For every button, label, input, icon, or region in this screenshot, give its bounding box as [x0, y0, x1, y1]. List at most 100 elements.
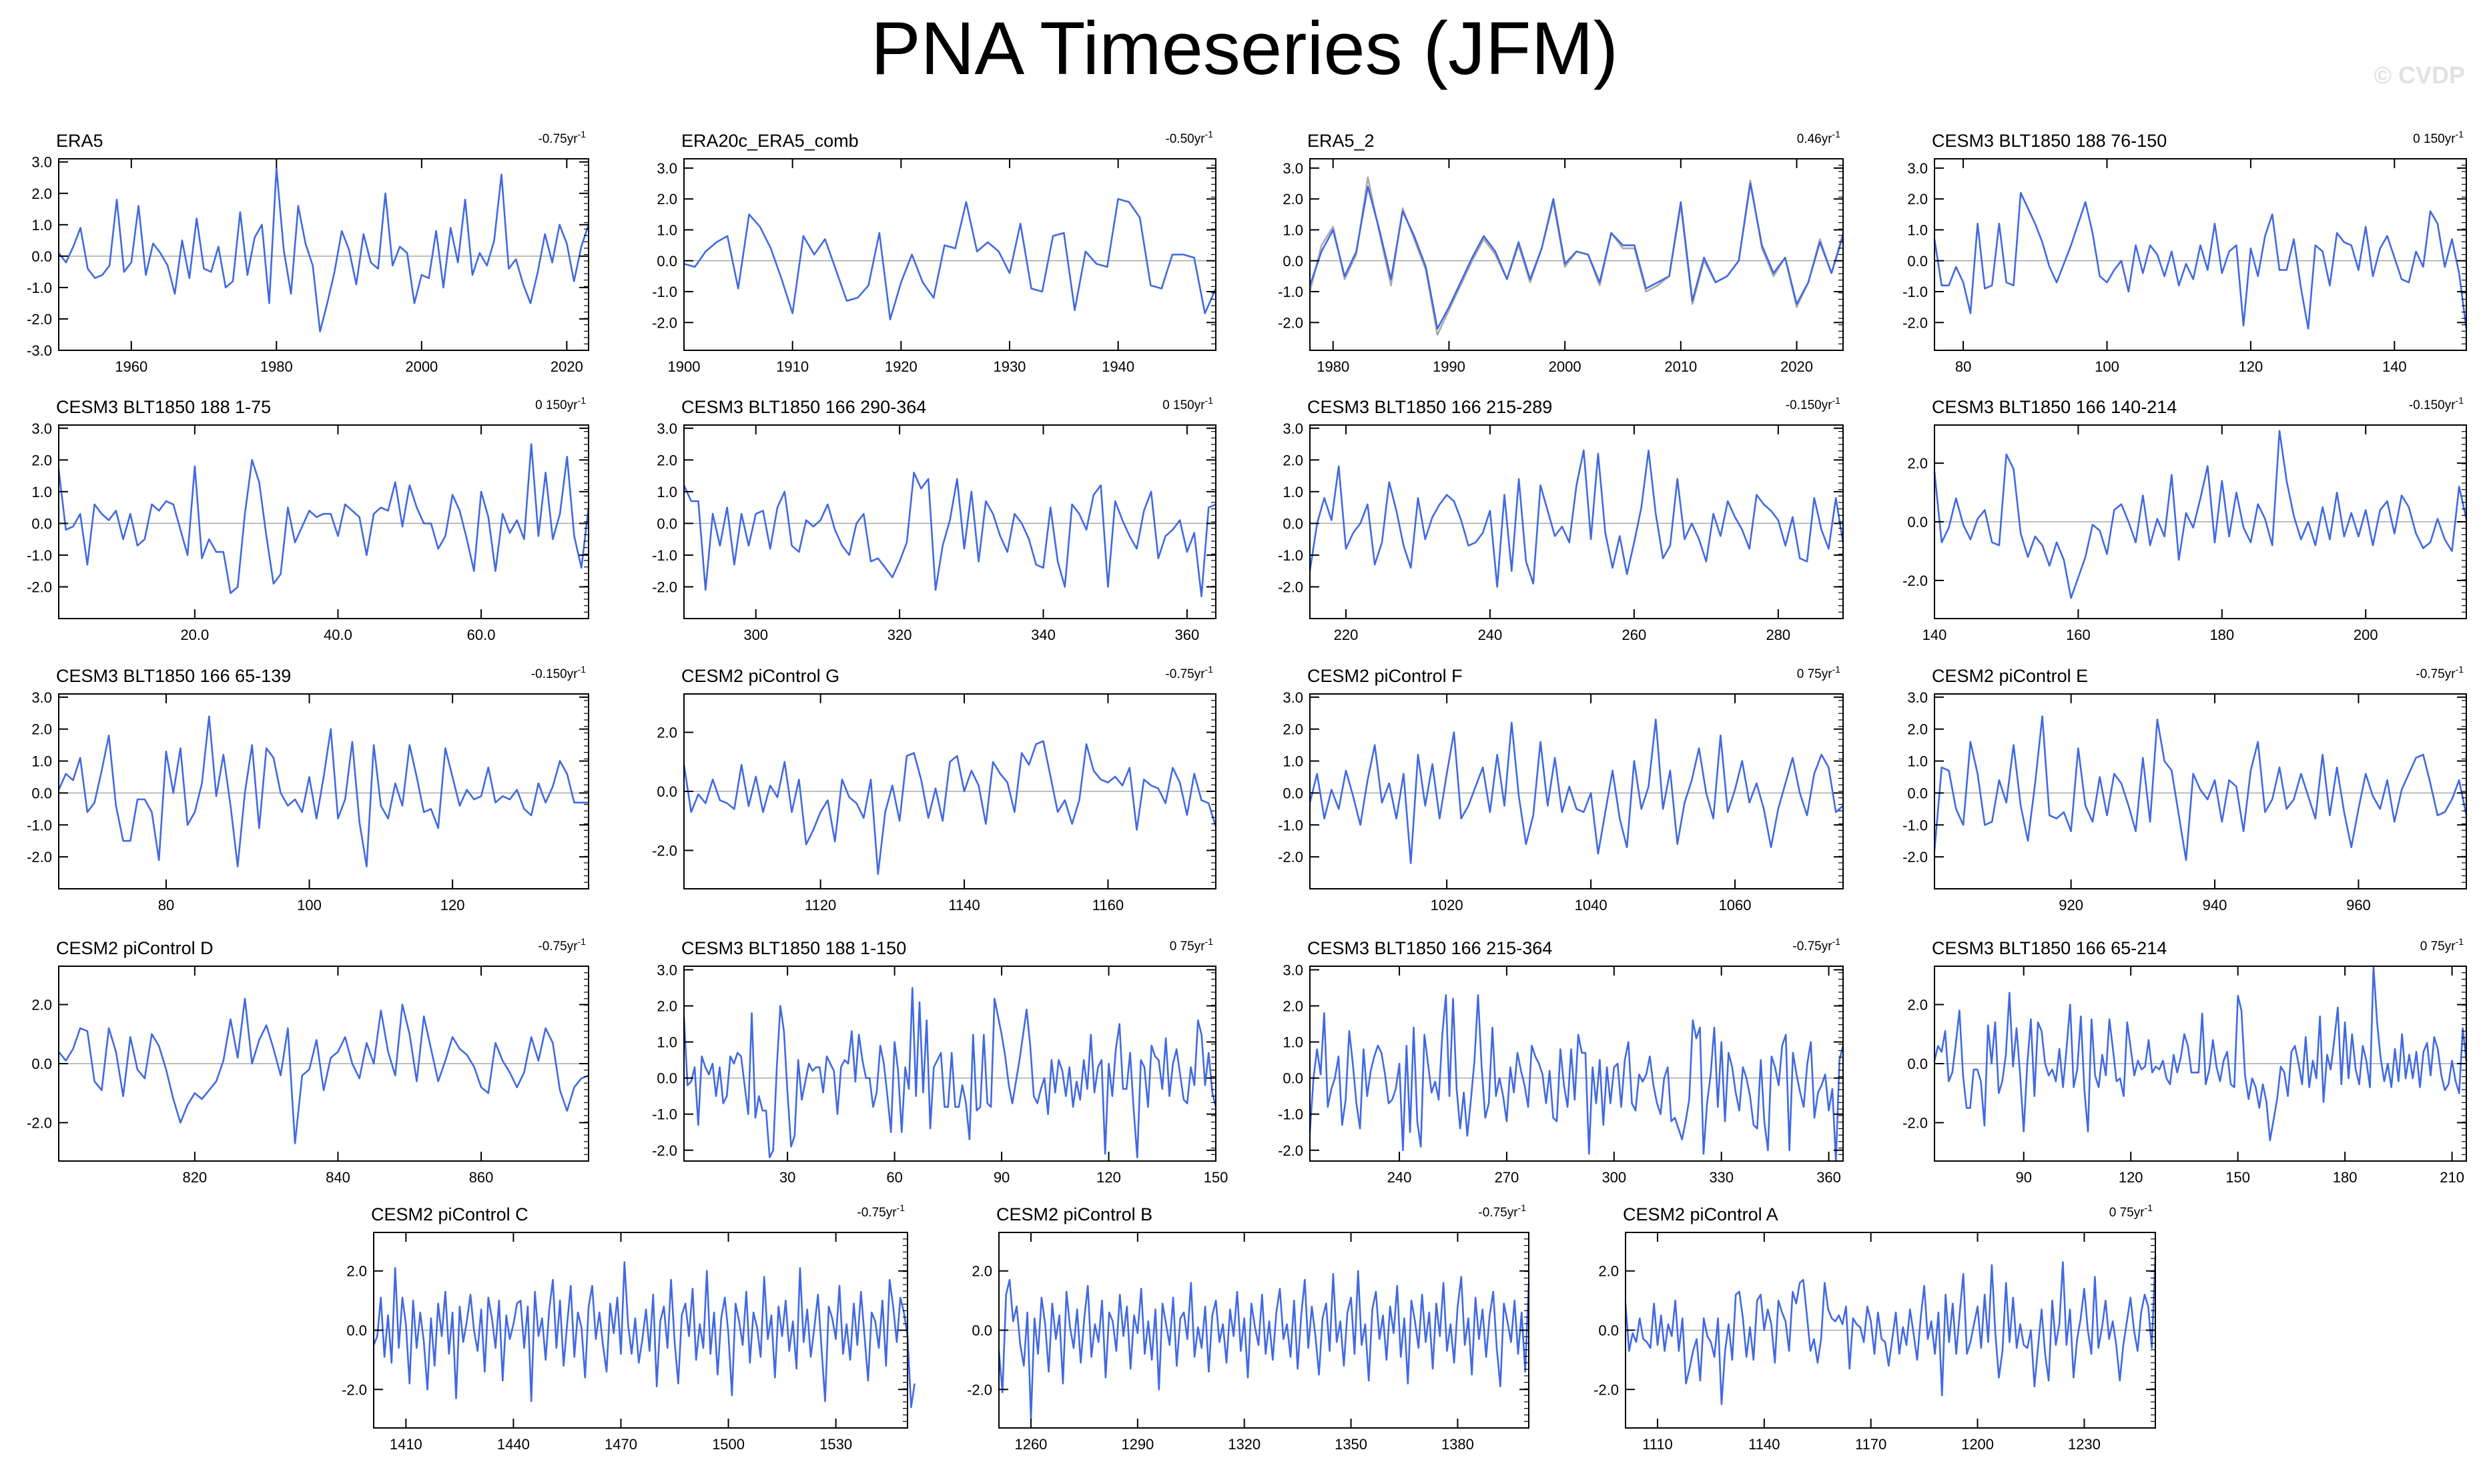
chart-panel: 3.0 2.0 1.0 0.0 -1.0 -2.0 80 100 120 CESM3 BLT185… — [27, 664, 589, 913]
y-tick-label: -1.0 — [27, 280, 52, 296]
y-tick-label: 0.0 — [657, 783, 677, 800]
x-tick-label: 1930 — [993, 358, 1026, 375]
trend-label: -0.150yr-1 — [531, 664, 586, 681]
trend-exponent: -1 — [1518, 1202, 1527, 1213]
x-tick-label: 1110 — [1642, 1436, 1673, 1453]
series-line — [1933, 965, 2468, 1142]
y-tick-label: 1.0 — [31, 217, 52, 234]
trend-label: -0.150yr-1 — [2409, 395, 2464, 412]
chart-panel: 3.0 2.0 1.0 0.0 -1.0 -2.0 80 100 120 140 CESM3 BLT… — [1902, 129, 2468, 375]
y-tick-label: 3.0 — [657, 160, 677, 177]
x-tick-label: 240 — [1478, 627, 1503, 643]
x-tick-label: 1980 — [1317, 358, 1349, 375]
x-tick-label: 220 — [1334, 627, 1359, 643]
series-line — [998, 1270, 1530, 1420]
plot-frame — [1309, 693, 1844, 889]
x-tick-label: 1910 — [776, 358, 809, 375]
y-tick-label: 1.0 — [31, 484, 52, 500]
x-tick-label: 1020 — [1431, 897, 1463, 913]
y-tick-label: 2.0 — [1907, 721, 1928, 738]
trend-exponent: -1 — [2456, 664, 2464, 675]
panel-title: ERA5_2 — [1307, 131, 1375, 151]
y-tick-label: 0.0 — [1283, 253, 1303, 270]
y-tick-label: -2.0 — [1902, 1114, 1928, 1131]
y-tick-label: 2.0 — [1598, 1263, 1619, 1280]
chart-panel: 2.0 0.0 -2.0 1110 1140 1170 1200 1230 CESM2 piCo… — [1593, 1202, 2157, 1453]
x-tick-label: 60.0 — [467, 627, 496, 643]
x-tick-label: 1920 — [885, 358, 918, 375]
trend-exponent: -1 — [1832, 936, 1841, 947]
chart-panel: 2.0 0.0 -2.0 820 840 860 CESM2 piControl D -0.7… — [27, 936, 589, 1186]
panel-title: CESM3 BLT1850 166 65-214 — [1932, 938, 2167, 958]
cvdp-watermark: © CVDP — [2374, 61, 2465, 89]
x-tick-label: 860 — [469, 1169, 494, 1186]
y-tick-label: -1.0 — [1278, 1106, 1303, 1123]
y-tick-label: -2.0 — [1278, 849, 1303, 865]
x-tick-label: 210 — [2440, 1169, 2464, 1186]
chart-panel: 3.0 2.0 1.0 0.0 -1.0 -2.0 240 270 300 330 360 CESM3… — [1278, 936, 1844, 1186]
trend-label: 0 75yr-1 — [1170, 936, 1213, 954]
y-tick-label: 0.0 — [657, 253, 677, 270]
y-tick-label: 3.0 — [31, 154, 52, 171]
y-tick-label: 2.0 — [346, 1263, 367, 1280]
chart-panel: 2.0 0.0 -2.0 90 120 150 180 210 CESM3 BLT1850 16… — [1902, 936, 2468, 1186]
x-tick-label: 100 — [297, 897, 322, 913]
y-tick-label: -1.0 — [652, 284, 677, 300]
panel-title: CESM3 BLT1850 166 215-364 — [1307, 938, 1552, 958]
y-tick-label: 2.0 — [31, 997, 52, 1014]
panel-title: CESM3 BLT1850 166 140-214 — [1932, 397, 2177, 417]
x-tick-label: 320 — [887, 627, 912, 643]
x-tick-label: 120 — [2119, 1169, 2143, 1186]
chart-panel: 3.0 2.0 1.0 0.0 -1.0 -2.0 1020 1040 1060 CESM2 pi… — [1278, 664, 1844, 913]
series-line — [1309, 176, 1844, 336]
y-tick-label: 3.0 — [31, 689, 52, 706]
panel-title: CESM3 BLT1850 166 290-364 — [681, 397, 926, 417]
x-tick-label: 120 — [1096, 1169, 1121, 1186]
x-tick-label: 120 — [2239, 358, 2263, 375]
trend-label: 0 150yr-1 — [535, 395, 586, 412]
panel-title: ERA20c_ERA5_comb — [681, 131, 859, 151]
trend-exponent: -1 — [1205, 936, 1214, 947]
chart-panel: 3.0 2.0 1.0 0.0 -1.0 -2.0 220 240 260 280 CESM3 BL… — [1278, 395, 1844, 643]
series-line — [57, 443, 590, 595]
y-tick-label: 0.0 — [346, 1323, 367, 1339]
y-tick-label: 0.0 — [657, 515, 677, 532]
x-tick-label: 300 — [743, 627, 768, 643]
x-tick-label: 1230 — [2068, 1436, 2101, 1453]
panel-title: CESM2 piControl D — [56, 938, 214, 958]
y-tick-label: 0.0 — [31, 515, 52, 532]
x-tick-label: 920 — [2059, 897, 2083, 913]
x-tick-label: 1140 — [948, 897, 980, 913]
trend-exponent: -1 — [1832, 664, 1841, 675]
y-tick-label: 2.0 — [1283, 721, 1303, 738]
y-tick-label: -2.0 — [652, 579, 677, 595]
trend-exponent: -1 — [1205, 129, 1214, 139]
trend-exponent: -1 — [1205, 664, 1214, 675]
y-tick-label: -1.0 — [27, 817, 52, 833]
y-tick-label: 2.0 — [1283, 998, 1303, 1014]
panel-title: CESM2 piControl E — [1932, 666, 2088, 686]
x-tick-label: 80 — [158, 897, 174, 913]
y-tick-label: -2.0 — [1902, 573, 1928, 589]
x-tick-label: 280 — [1766, 627, 1790, 643]
chart-panel: 3.0 2.0 1.0 0.0 -1.0 -2.0 20.0 40.0 60.0 CESM3 BL… — [27, 395, 590, 643]
trend-label: -0.75yr-1 — [1165, 664, 1213, 681]
x-tick-label: 1120 — [805, 897, 836, 913]
series-line — [1309, 994, 1844, 1162]
x-tick-label: 2000 — [405, 358, 438, 375]
x-tick-label: 140 — [1922, 627, 1947, 643]
chart-panel: 3.0 2.0 1.0 0.0 -1.0 -2.0 300 320 340 360 CESM3 BL… — [652, 395, 1216, 643]
y-tick-label: 0.0 — [1907, 1056, 1928, 1072]
trend-label: -0.50yr-1 — [1165, 129, 1213, 146]
trend-exponent: -1 — [578, 936, 587, 947]
y-tick-label: -1.0 — [1902, 817, 1928, 833]
y-tick-label: 2.0 — [657, 725, 677, 741]
y-tick-label: 0.0 — [972, 1323, 992, 1339]
trend-label: 0 75yr-1 — [1797, 664, 1840, 681]
y-tick-label: 2.0 — [1907, 997, 1928, 1014]
plot-frame — [58, 693, 589, 889]
y-tick-label: -1.0 — [1278, 817, 1303, 833]
y-tick-label: -2.0 — [27, 579, 52, 595]
x-tick-label: 1040 — [1575, 897, 1608, 913]
y-tick-label: 2.0 — [1283, 452, 1303, 468]
